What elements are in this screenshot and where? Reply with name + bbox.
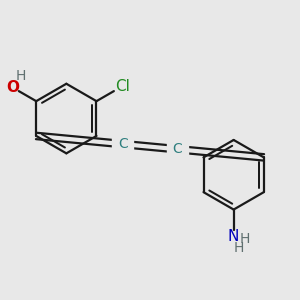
Text: Cl: Cl bbox=[115, 79, 130, 94]
Text: H: H bbox=[15, 69, 26, 83]
Text: O: O bbox=[6, 80, 19, 95]
Text: C: C bbox=[172, 142, 182, 156]
Text: H: H bbox=[234, 242, 244, 255]
Text: N: N bbox=[228, 230, 239, 244]
Text: C: C bbox=[118, 137, 128, 151]
Text: H: H bbox=[240, 232, 250, 246]
